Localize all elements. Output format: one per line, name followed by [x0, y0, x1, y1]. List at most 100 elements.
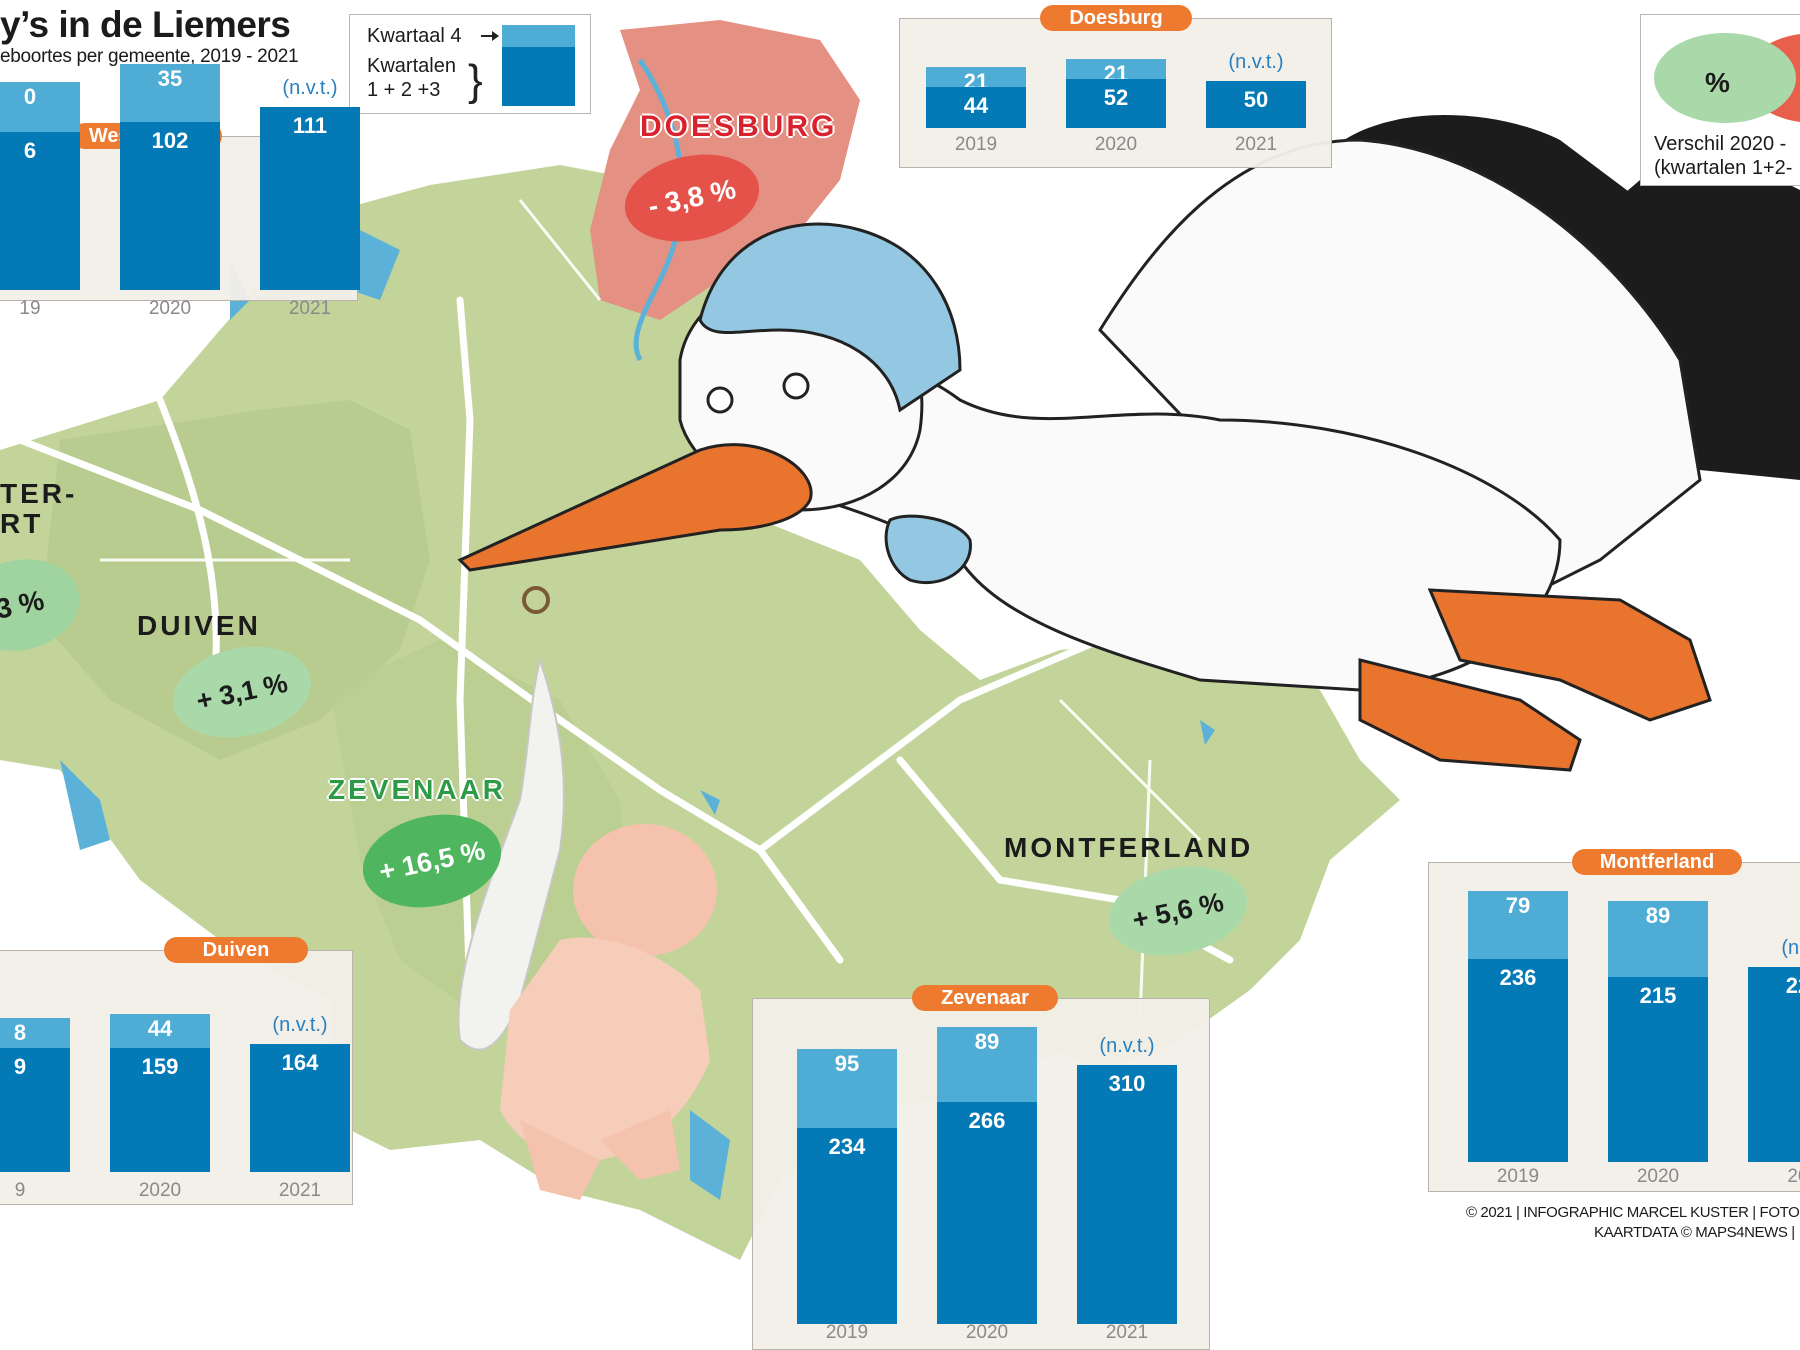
bar-segment-q13: [1206, 81, 1306, 128]
data-label-q13: 52: [1103, 85, 1129, 111]
sling-ring: [522, 586, 550, 614]
stork-eye-left: [706, 386, 734, 414]
stork-leg-1: [1427, 588, 1712, 722]
data-label-not-applicable: (n.v.t.): [282, 76, 338, 99]
legend-q13-label-line2: 1 + 2 +3: [367, 79, 441, 101]
map-label-westervoort: TER-: [0, 478, 78, 509]
bar-segment-q13: [926, 86, 1026, 128]
data-label-q4: 79: [1505, 893, 1531, 919]
x-tick-label: 2020: [1636, 1166, 1680, 1187]
data-label-q13: 234: [828, 1134, 866, 1160]
bar-segment-q13: [1608, 977, 1708, 1162]
bar-montferland-2019: 79 236: [1468, 891, 1568, 1162]
baby-head: [573, 824, 717, 956]
legend-positive-oval: [1654, 33, 1796, 123]
bar-segment-q13: [797, 1128, 897, 1324]
stork-leg-2: [1358, 658, 1582, 772]
data-label-not-applicable: (n.v.t.): [1099, 1034, 1155, 1057]
data-label-not-applicable: (n.v.t.): [1228, 51, 1284, 73]
bar-doesburg-2020: 21 52: [1066, 59, 1166, 128]
legend-q13-label: Kwartalen: [367, 55, 456, 77]
x-tick-label: 2019: [825, 1322, 869, 1343]
bar-segment-q13: [0, 131, 80, 290]
map-label-westervoort-line2: RT: [0, 508, 44, 539]
baby-legs: [520, 1110, 680, 1200]
bar-montferland-2021: 22: [1748, 966, 1800, 1162]
bar-segment-q4: [0, 82, 80, 132]
map-label-zevenaar: ZEVENAAR: [328, 774, 507, 805]
legend-bars: Kwartaal 4 Kwartalen 1 + 2 +3 }: [349, 14, 591, 114]
data-label-q13: 159: [141, 1053, 179, 1079]
bar-duiven-2020: 44 159: [110, 1013, 210, 1172]
bar-montferland-2020: 89 215: [1608, 900, 1708, 1162]
chart-title-montferland: Montferland: [1572, 849, 1742, 875]
legend-percent-symbol: %: [1705, 67, 1730, 98]
minor-roads: [100, 199, 1202, 1021]
bar-segment-q13: [937, 1101, 1037, 1324]
data-label-q13: 44: [963, 92, 989, 118]
bar-segment-q4: [1066, 59, 1166, 80]
legend-difference: % Verschil 2020 - (kwartalen 1+2-: [1640, 14, 1800, 186]
x-tick-label: 2021: [1105, 1322, 1149, 1343]
data-label-q13: 236: [1499, 965, 1537, 991]
bar-segment-q13: [250, 1044, 350, 1172]
stork-beak: [457, 443, 813, 572]
bar-segment-q4: [120, 63, 220, 122]
sling-cloth: [457, 656, 565, 1051]
data-label-q13: 266: [968, 1107, 1006, 1133]
stork-cap-flap: [884, 514, 972, 585]
change-value: + 5,6 %: [1129, 886, 1227, 935]
x-tick-label: 2021: [288, 298, 332, 319]
x-tick-label: 20: [1787, 1166, 1800, 1187]
x-tick-label: 2020: [138, 1180, 182, 1201]
bar-segment-q13: [120, 121, 220, 290]
data-label-q13: 9: [13, 1053, 27, 1079]
bar-segment-q13: [260, 106, 360, 290]
chart-title-zevenaar: Zevenaar: [912, 985, 1058, 1011]
bar-westervoort-2020: 35 102: [120, 63, 220, 290]
map-label-montferland: MONTFERLAND: [1004, 832, 1254, 863]
credit-line: © 2021 | INFOGRAPHIC MARCEL KUSTER | FOT…: [1466, 1204, 1800, 1221]
bar-segment-q13: [1077, 1064, 1177, 1324]
legend-difference-text-line2: (kwartalen 1+2-: [1654, 157, 1793, 179]
data-label-q13: 164: [281, 1050, 319, 1076]
x-tick-label: 2020: [1094, 134, 1138, 155]
data-label-q4: 44: [147, 1015, 173, 1041]
chart-title-doesburg: Doesburg: [1040, 5, 1192, 31]
map-label-doesburg: DOESBURG: [640, 110, 838, 143]
data-label-not-applicable: (n.v: [1781, 936, 1800, 959]
legend-brace-icon: }: [468, 56, 483, 105]
bar-duiven-2021: 164: [250, 1044, 350, 1172]
change-value: + 3,1 %: [193, 667, 291, 716]
x-tick-label: 2021: [278, 1180, 322, 1201]
river: [633, 58, 685, 362]
data-label-q4: 0: [23, 84, 37, 110]
bar-zevenaar-2019: 95 234: [797, 1048, 897, 1324]
x-tick-label: 2020: [148, 298, 192, 319]
bar-doesburg-2019: 21 44: [926, 66, 1026, 128]
stork: [457, 115, 1800, 772]
data-label-q13: 310: [1108, 1070, 1146, 1096]
change-value: + 16,5 %: [376, 834, 488, 887]
bar-segment-q4: [110, 1013, 210, 1048]
bar-segment-q4: [926, 66, 1026, 87]
data-label-q13: 22: [1785, 972, 1800, 998]
data-label-q4: 8: [13, 1020, 27, 1046]
data-label-q4: 95: [834, 1050, 860, 1076]
bar-segment-q4: [1608, 900, 1708, 978]
bar-segment-q4: [797, 1048, 897, 1129]
change-value: 3 %: [0, 584, 47, 625]
data-label-q4: 89: [974, 1029, 1000, 1055]
x-tick-label: 9: [14, 1180, 26, 1201]
bar-segment-q13: [110, 1047, 210, 1172]
bar-segment-q4: [937, 1027, 1037, 1102]
bar-zevenaar-2020: 89 266: [937, 1027, 1037, 1324]
legend-q13-swatch: [502, 47, 575, 106]
data-label-q13: 6: [23, 137, 37, 163]
bar-segment-q13: [0, 1047, 70, 1172]
credit-line-2: KAARTDATA © MAPS4NEWS |: [1594, 1224, 1795, 1241]
data-label-q13: 50: [1243, 87, 1269, 112]
legend-q4-label: Kwartaal 4: [367, 25, 462, 47]
data-label-q13: 111: [292, 112, 328, 138]
